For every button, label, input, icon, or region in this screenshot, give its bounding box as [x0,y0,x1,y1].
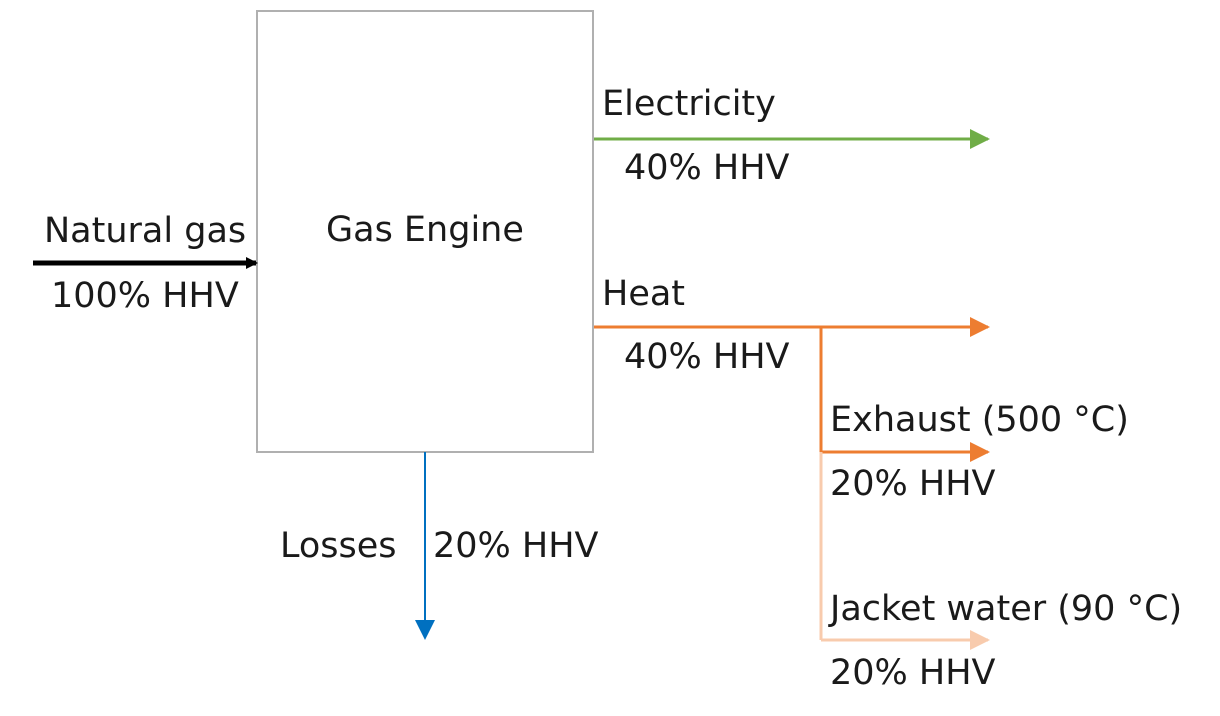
heat-label: Heat [602,274,686,314]
losses-label: Losses [280,526,397,566]
heat-value: 40% HHV [624,337,790,377]
natural-gas-label: Natural gas [44,211,247,251]
electricity-value: 40% HHV [624,148,790,188]
exhaust-value: 20% HHV [830,464,996,504]
gas-engine-label: Gas Engine [326,210,524,250]
jacket-water-label: Jacket water (90 °C) [830,589,1183,629]
gas-engine-box [256,10,594,453]
natural-gas-value: 100% HHV [51,276,239,316]
electricity-label: Electricity [602,84,776,124]
losses-value: 20% HHV [433,526,599,566]
exhaust-label: Exhaust (500 °C) [830,400,1129,440]
jacket-water-value: 20% HHV [830,653,996,693]
